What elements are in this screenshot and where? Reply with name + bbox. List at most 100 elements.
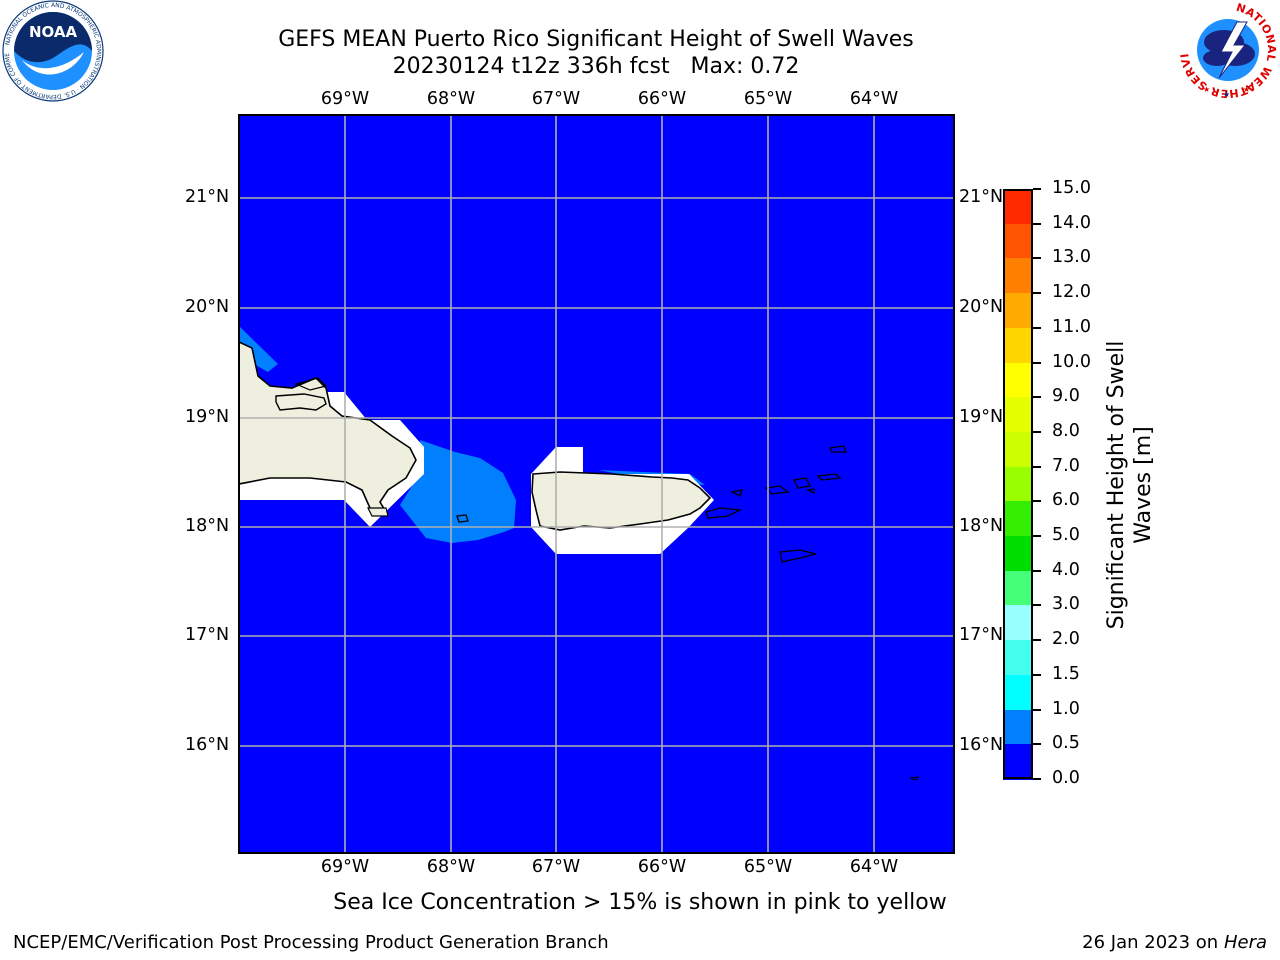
colorbar-tick-label: 14.0 <box>1052 212 1091 233</box>
tortola-island <box>816 473 842 481</box>
colorbar-tick-label: 15.0 <box>1052 178 1091 198</box>
colorbar-segment <box>1003 640 1033 676</box>
lat-label-left-18n: 18°N <box>185 516 230 536</box>
colorbar-tick-label: 1.5 <box>1052 663 1080 684</box>
lat-label-right-21n: 21°N <box>959 187 1004 207</box>
puerto-rico-landmass <box>531 471 712 531</box>
tortuga-island <box>275 393 327 411</box>
colorbar-segment <box>1003 709 1033 745</box>
lat-label-right-18n: 18°N <box>959 516 1004 536</box>
colorbar-tick-mark <box>1033 430 1041 433</box>
st-john-island <box>793 477 811 489</box>
colorbar-segment <box>1003 293 1033 329</box>
svg-text:★: ★ <box>1203 85 1210 94</box>
swell-contour-mona-passage <box>400 440 516 543</box>
colorbar-tick-label: 10.0 <box>1052 351 1091 372</box>
vieques-island <box>705 507 743 519</box>
colorbar-tick-label: 4.0 <box>1052 559 1080 580</box>
colorbar-tick-label: 2.0 <box>1052 629 1080 650</box>
lat-label-left-17n: 17°N <box>185 625 230 645</box>
sea-ice-note: Sea Ice Concentration > 15% is shown in … <box>0 890 1280 915</box>
lat-label-left-20n: 20°N <box>185 297 230 317</box>
svg-text:★: ★ <box>1223 90 1230 99</box>
colorbar-tick-label: 6.0 <box>1052 490 1080 511</box>
culebra-island <box>730 489 743 497</box>
lat-label-left-16n: 16°N <box>185 735 230 755</box>
colorbar-tick-mark <box>1033 708 1041 711</box>
colorbar-tick-mark <box>1033 743 1041 746</box>
colorbar-tick-mark <box>1033 188 1041 190</box>
colorbar-tick-label: 0.0 <box>1052 768 1080 788</box>
colorbar-tick-mark <box>1033 778 1041 780</box>
colorbar-tick-label: 8.0 <box>1052 420 1080 441</box>
colorbar-segment <box>1003 431 1033 468</box>
saona-island <box>367 507 389 517</box>
colorbar-segment <box>1003 327 1033 364</box>
st-croix-island <box>779 549 817 563</box>
colorbar-tick-mark <box>1033 465 1041 468</box>
svg-text:★: ★ <box>1243 85 1250 94</box>
colorbar-segment <box>1003 536 1033 572</box>
lat-label-right-20n: 20°N <box>959 297 1004 317</box>
lon-label-bottom-67w: 67°W <box>531 857 581 877</box>
lon-label-bottom-66w: 66°W <box>637 857 687 877</box>
footer-branch: NCEP/EMC/Verification Post Processing Pr… <box>13 932 609 953</box>
colorbar-tick-mark <box>1033 222 1041 225</box>
colorbar-segment <box>1003 466 1033 502</box>
colorbar-segment <box>1003 397 1033 433</box>
colorbar-tick-label: 3.0 <box>1052 594 1080 615</box>
anegada-island <box>829 445 847 453</box>
colorbar-tick-label: 1.0 <box>1052 698 1080 719</box>
st-thomas-island <box>764 485 790 495</box>
noaa-logo: NATIONAL OCEANIC AND ATMOSPHERIC ADMINIS… <box>2 0 104 102</box>
map-subtitle: 20230124 t12z 336h fcst Max: 0.72 <box>392 54 800 79</box>
colorbar-tick-mark <box>1033 361 1041 364</box>
nws-logo: NATIONAL WEATHER SERVICE ★ ★ ★ <box>1177 0 1278 100</box>
colorbar-tick-label: 12.0 <box>1052 282 1091 303</box>
lon-label-bottom-64w: 64°W <box>849 857 899 877</box>
lat-label-right-16n: 16°N <box>959 735 1004 755</box>
lon-label-top-64w: 64°W <box>849 89 899 109</box>
colorbar-tick-mark <box>1033 396 1041 399</box>
colorbar-label-line2: Waves [m] <box>1131 426 1156 544</box>
colorbar-tick-mark <box>1033 673 1041 676</box>
lon-label-top-69w: 69°W <box>320 89 370 109</box>
hispaniola-landmass <box>239 341 417 515</box>
colorbar-tick-label: 5.0 <box>1052 525 1080 546</box>
colorbar-segment <box>1003 605 1033 641</box>
lon-label-top-65w: 65°W <box>743 89 793 109</box>
sea-ice-note-text: Sea Ice Concentration > 15% is shown in … <box>333 890 947 915</box>
lon-label-top-67w: 67°W <box>531 89 581 109</box>
lon-label-top-68w: 68°W <box>426 89 476 109</box>
colorbar-label-line1: Significant Height of Swell <box>1104 340 1129 630</box>
lat-label-left-21n: 21°N <box>185 187 230 207</box>
colorbar-segment <box>1003 744 1033 780</box>
map-title: GEFS MEAN Puerto Rico Significant Height… <box>278 27 914 52</box>
lat-label-left-19n: 19°N <box>185 407 230 427</box>
mona-island <box>456 514 469 523</box>
lon-label-bottom-69w: 69°W <box>320 857 370 877</box>
north-hispaniola-coast <box>294 377 328 391</box>
colorbar-tick-mark <box>1033 292 1041 295</box>
graticule <box>239 115 954 853</box>
colorbar-segment <box>1003 501 1033 537</box>
colorbar-tick-label: 7.0 <box>1052 455 1080 476</box>
lat-label-right-19n: 19°N <box>959 407 1004 427</box>
colorbar-tick-mark <box>1033 604 1041 607</box>
colorbar-tick-label: 13.0 <box>1052 247 1091 268</box>
lat-label-right-17n: 17°N <box>959 625 1004 645</box>
colorbar-frame <box>1003 189 1033 779</box>
colorbar-tick-mark <box>1033 569 1041 572</box>
lon-label-bottom-65w: 65°W <box>743 857 793 877</box>
colorbar-tick-label: 9.0 <box>1052 386 1080 407</box>
colorbar-segment <box>1003 223 1033 259</box>
colorbar-tick-mark <box>1033 535 1041 538</box>
small-virgin-islet <box>806 488 815 494</box>
colorbar-tick-label: 11.0 <box>1052 316 1091 337</box>
colorbar-segment <box>1003 362 1033 398</box>
footer-date-text: 26 Jan 2023 on <box>1082 932 1224 953</box>
colorbar-segment <box>1003 570 1033 607</box>
colorbar-segment <box>1003 189 1033 225</box>
colorbar-label: Significant Height of Swell Waves [m] <box>1103 341 1157 630</box>
colorbar-tick-label: 0.5 <box>1052 733 1080 754</box>
